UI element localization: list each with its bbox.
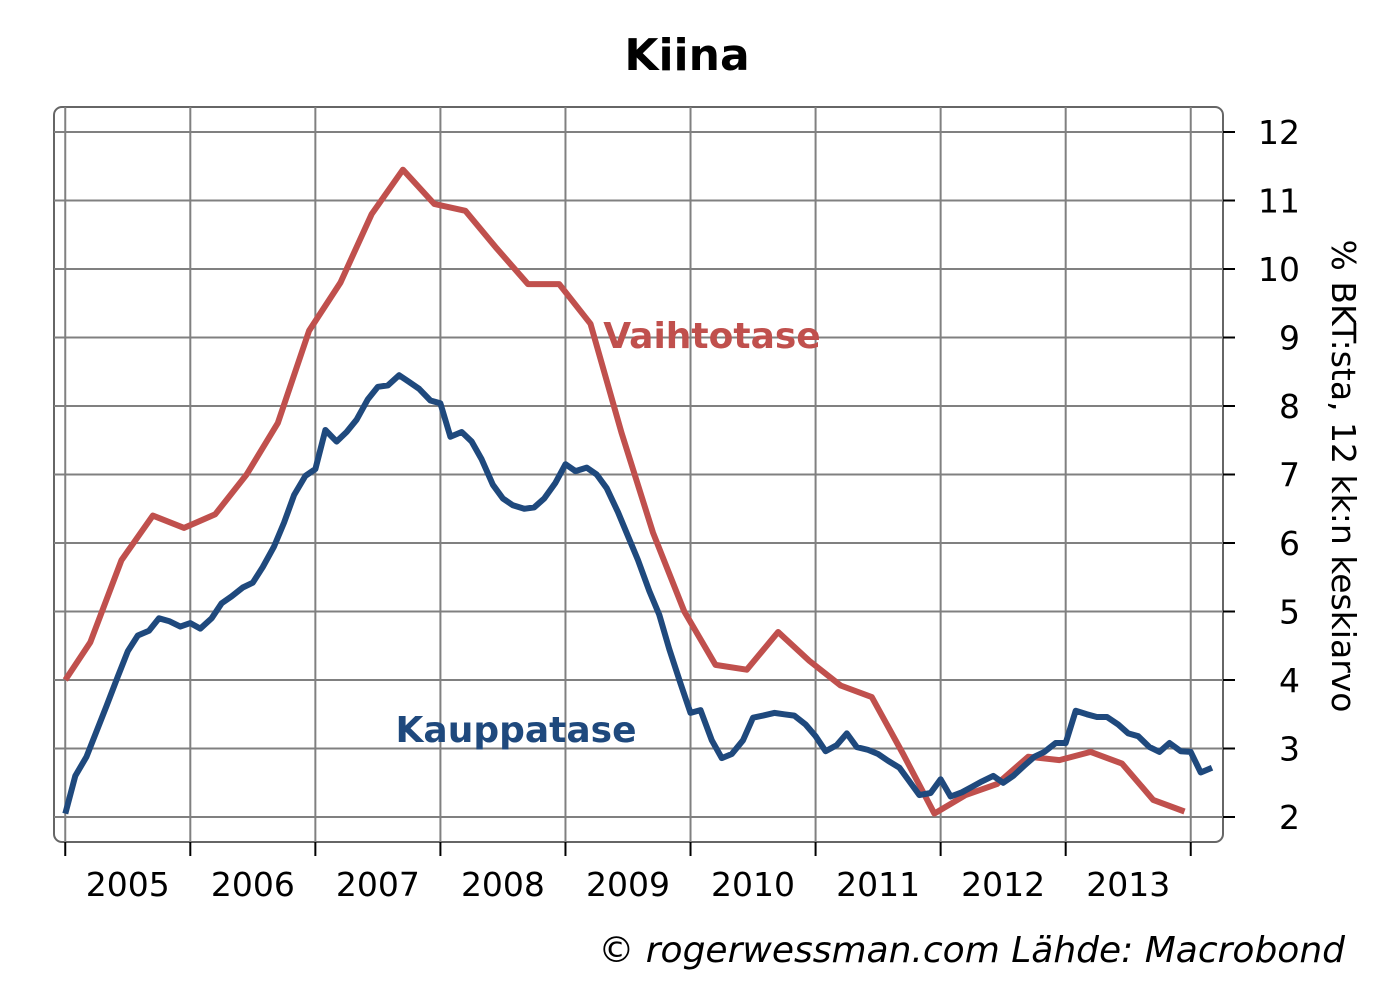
series-label-vaihtotase: Vaihtotase bbox=[603, 316, 820, 357]
y-tick-label-5: 5 bbox=[1279, 593, 1300, 632]
y-tick-label-3: 3 bbox=[1279, 730, 1300, 769]
grid bbox=[54, 107, 1223, 842]
y-axis-label: % BKT:sta, 12 kk:n keskiarvo bbox=[1324, 240, 1363, 713]
series-label-kauppatase: Kauppatase bbox=[396, 710, 637, 751]
y-tick-label-12: 12 bbox=[1258, 113, 1300, 152]
x-tick-label-2010: 2010 bbox=[711, 865, 795, 904]
series-line-kauppatase bbox=[62, 372, 1214, 815]
chart-title: Kiina bbox=[624, 30, 749, 81]
series-lines bbox=[62, 166, 1214, 817]
x-tick-label-2006: 2006 bbox=[211, 865, 295, 904]
x-tick-label-2011: 2011 bbox=[836, 865, 920, 904]
y-tick-label-2: 2 bbox=[1279, 798, 1300, 837]
series-line-vaihtotase bbox=[62, 166, 1186, 817]
y-tick-label-8: 8 bbox=[1279, 387, 1300, 426]
x-tick-label-2013: 2013 bbox=[1086, 865, 1170, 904]
y-tick-label-7: 7 bbox=[1279, 456, 1300, 495]
y-tick-label-9: 9 bbox=[1279, 319, 1300, 358]
x-tick-label-2009: 2009 bbox=[586, 865, 670, 904]
source-credit: © rogerwessman.com Lähde: Macrobond bbox=[598, 930, 1346, 971]
y-tick-label-10: 10 bbox=[1258, 250, 1300, 289]
y-tick-label-11: 11 bbox=[1258, 182, 1300, 221]
y-tick-label-6: 6 bbox=[1279, 524, 1300, 563]
y-tick-label-4: 4 bbox=[1279, 661, 1300, 700]
x-tick-label-2007: 2007 bbox=[336, 865, 420, 904]
x-tick-label-2005: 2005 bbox=[86, 865, 170, 904]
x-tick-label-2008: 2008 bbox=[461, 865, 545, 904]
x-tick-label-2012: 2012 bbox=[961, 865, 1045, 904]
axes: 2 3 4 5 6 7 8 9 10 11 12 2005 2006 2007 2008 2009 2010 20… bbox=[54, 113, 1300, 904]
